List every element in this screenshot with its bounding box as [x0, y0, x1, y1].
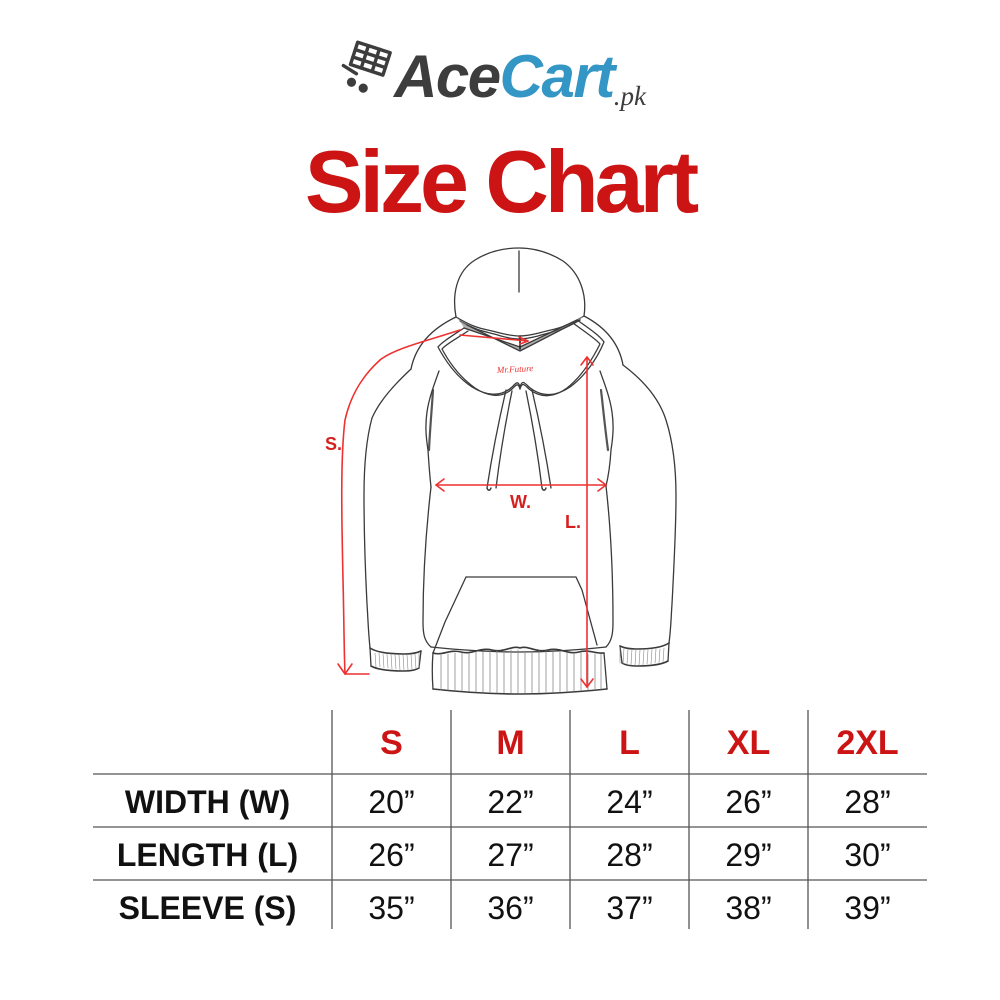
svg-text:S.: S. [325, 434, 342, 454]
svg-text:W.: W. [510, 492, 531, 512]
svg-text:Mr.Future: Mr.Future [496, 363, 534, 375]
svg-text:L.: L. [565, 512, 581, 532]
